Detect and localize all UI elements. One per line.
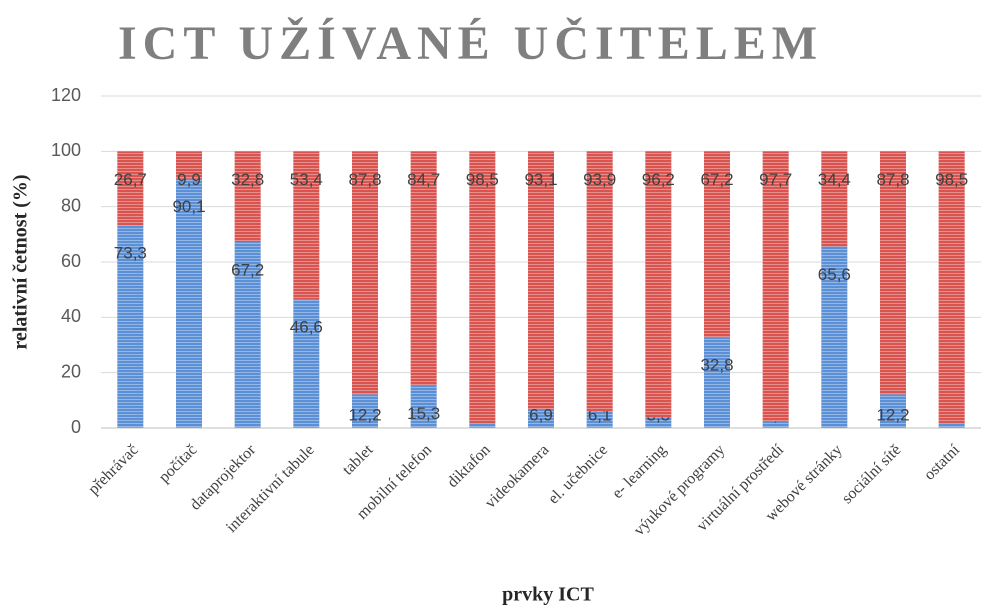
data-label: 9,9 [177,170,201,189]
bar-texture [645,151,672,418]
bar-texture [234,242,261,428]
data-label: 46,6 [290,318,323,337]
bar-texture [880,394,906,428]
x-tick-label: ostatní [921,441,964,484]
data-label: 67,2 [700,170,733,189]
y-tick-label: 120 [51,85,81,105]
y-tick-label: 80 [61,195,81,215]
bar-texture [293,299,320,428]
data-label: 65,6 [818,265,851,284]
data-label: 84,7 [407,170,440,189]
data-label: 73,3 [114,244,147,263]
data-label: 97,7 [759,170,792,189]
bar-texture [586,151,613,412]
data-label: 67,2 [231,261,264,280]
data-label: 87,8 [876,170,909,189]
data-label: 87,8 [348,170,381,189]
bar-texture [234,151,261,243]
bar-texture [117,225,144,428]
bar-texture [410,151,437,386]
bar-texture [586,411,613,428]
bar-texture [821,246,848,428]
chart-title: ICT UŽÍVANÉ UČITELEM [118,16,823,70]
data-label: 6,9 [529,405,553,424]
bar-texture [821,151,848,247]
data-label: 34,4 [818,170,851,189]
x-tick-label: el. učebnice [545,441,611,507]
data-label: 93,9 [583,170,616,189]
y-tick-label: 20 [61,361,81,381]
x-tick-label: e- learning [609,441,670,502]
x-tick-label: diktafon [444,441,494,491]
data-label: 26,7 [114,170,147,189]
bar-texture [176,151,202,179]
data-label: 53,4 [290,170,323,189]
bar-texture [293,151,320,300]
bar-texture [704,337,730,428]
bar-texture [528,408,554,428]
x-tick-label: tablet [339,441,377,479]
bar-texture [880,151,906,395]
x-tick-label: sociální sítě [839,441,905,507]
bar-texture [352,394,378,428]
data-label: 15,3 [407,404,440,423]
bar-texture [117,151,144,226]
data-label: 98,5 [466,170,499,189]
y-tick-label: 0 [71,417,81,437]
bar-texture [410,385,437,428]
x-axis-title: prvky ICT [502,584,594,606]
bar-texture [469,151,496,424]
data-label: 93,1 [524,170,557,189]
data-label: 12,2 [876,405,909,424]
x-tick-label: počítač [156,441,201,486]
y-tick-label: 100 [51,140,81,160]
bar-texture [176,178,202,428]
data-label: 98,5 [935,170,968,189]
data-label: 12,2 [348,405,381,424]
bar-texture [938,423,965,428]
data-label: 32,8 [231,170,264,189]
bar-texture [938,151,965,424]
bar-texture [762,421,789,428]
y-tick-label: 60 [61,251,81,271]
bar-texture [469,423,496,428]
bar-texture [352,151,378,395]
bar-texture [704,151,730,338]
x-tick-label: videokamera [482,441,552,511]
bar-texture [645,417,672,428]
data-label: 90,1 [172,197,205,216]
data-label: 32,8 [700,356,733,375]
x-tick-label: přehrávač [85,441,142,498]
y-axis-title: relativní četnost (%) [10,174,32,349]
data-label: 96,2 [642,170,675,189]
bar-texture [762,151,789,422]
y-tick-label: 40 [61,306,81,326]
bar-texture [528,151,554,409]
